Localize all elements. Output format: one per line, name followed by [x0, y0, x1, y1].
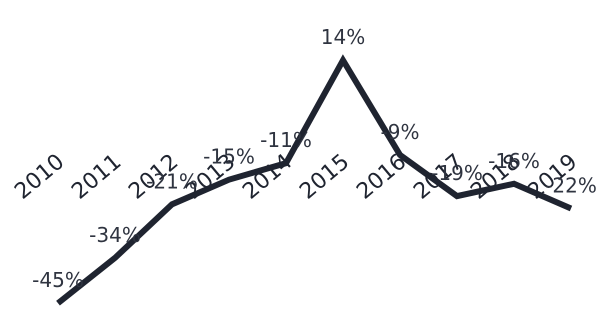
data-label: -21%	[146, 169, 198, 193]
data-label: -11%	[260, 128, 312, 152]
data-label: -34%	[89, 223, 141, 247]
data-label: -15%	[203, 145, 255, 169]
data-label: -45%	[32, 268, 84, 292]
data-label: -16%	[488, 149, 540, 173]
data-label: -19%	[431, 161, 483, 185]
data-label: 14%	[321, 25, 365, 49]
x-tick-label: 2010	[10, 149, 69, 204]
data-labels: -45%-34% -21%-15%-11% 14% -9% -19%-16%-22%	[32, 25, 597, 292]
data-label: -9%	[381, 120, 420, 144]
series-line	[56, 54, 573, 306]
series-line-layer	[56, 54, 573, 306]
data-label: -22%	[545, 173, 597, 197]
x-tick-label: 2015	[295, 149, 354, 204]
x-tick-label: 2011	[67, 149, 126, 204]
